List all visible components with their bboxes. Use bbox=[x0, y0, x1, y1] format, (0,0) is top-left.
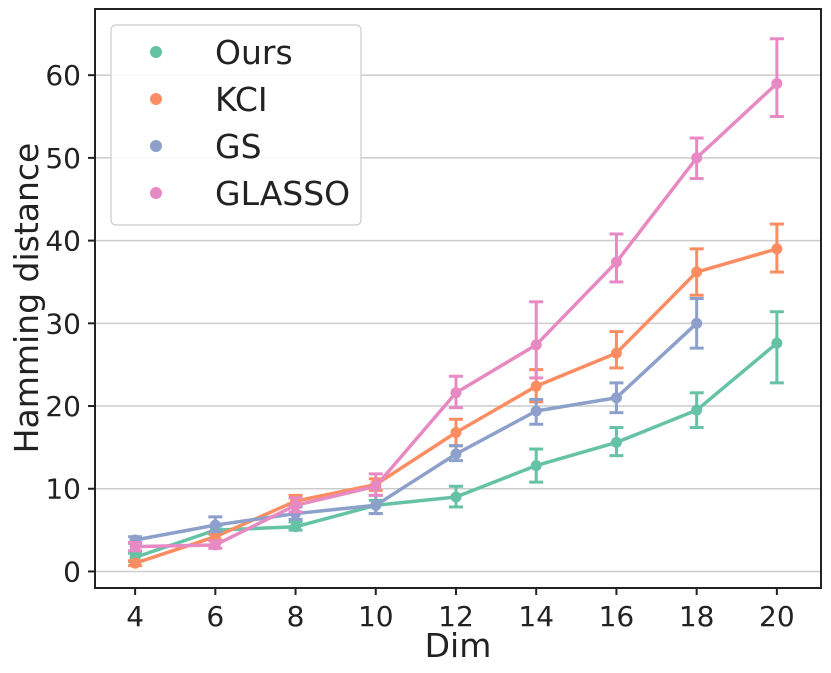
data-point-kci bbox=[771, 243, 783, 255]
data-point-glasso bbox=[209, 539, 221, 551]
ticks-layer: 0 10 20 30 40 50 60 4 6 8 10 12 14 16 18 20 bbox=[45, 59, 794, 633]
y-tick-label: 50 bbox=[45, 142, 81, 175]
data-point-gs bbox=[691, 317, 703, 329]
data-point-ours bbox=[290, 521, 302, 533]
data-point-glasso bbox=[771, 77, 783, 89]
legend-label-ours: Ours bbox=[215, 33, 293, 72]
x-tick-label: 12 bbox=[438, 600, 474, 633]
data-point-glasso bbox=[610, 256, 622, 268]
series-gs bbox=[128, 297, 704, 546]
data-point-kci bbox=[610, 347, 622, 359]
data-point-glasso bbox=[370, 480, 382, 492]
series-line-gs bbox=[133, 321, 699, 542]
x-tick-label: 14 bbox=[518, 600, 554, 633]
data-point-kci bbox=[691, 266, 703, 278]
y-axis-label: Hamming distance bbox=[7, 143, 46, 454]
y-tick-label: 40 bbox=[45, 225, 81, 258]
data-point-glasso bbox=[290, 499, 302, 511]
x-tick-label: 20 bbox=[759, 600, 795, 633]
data-point-ours bbox=[771, 337, 783, 349]
x-tick-label: 4 bbox=[126, 600, 144, 633]
x-tick-label: 18 bbox=[679, 600, 715, 633]
data-point-kci bbox=[530, 380, 542, 392]
y-tick-label: 20 bbox=[45, 390, 81, 423]
x-tick-label: 10 bbox=[358, 600, 394, 633]
data-point-ours bbox=[691, 404, 703, 416]
legend: Ours KCI GS GLASSO bbox=[110, 24, 362, 226]
y-tick-label: 0 bbox=[63, 555, 81, 588]
legend-marker-gs bbox=[150, 140, 162, 152]
x-tick-label: 6 bbox=[206, 600, 224, 633]
y-tick-label: 60 bbox=[45, 59, 81, 92]
data-point-ours bbox=[450, 491, 462, 503]
data-point-gs bbox=[530, 405, 542, 417]
x-axis-label: Dim bbox=[425, 626, 492, 665]
legend-label-glasso: GLASSO bbox=[215, 174, 350, 213]
x-tick-label: 8 bbox=[287, 600, 305, 633]
data-point-glasso bbox=[450, 387, 462, 399]
series-layer bbox=[128, 37, 784, 569]
plot-frame bbox=[94, 8, 822, 589]
data-point-glasso bbox=[129, 541, 141, 553]
x-tick-label: 16 bbox=[599, 600, 635, 633]
data-point-glasso bbox=[691, 152, 703, 164]
data-point-gs bbox=[610, 392, 622, 404]
y-tick-label: 10 bbox=[45, 473, 81, 506]
data-point-gs bbox=[450, 448, 462, 460]
legend-marker-kci bbox=[150, 93, 162, 105]
legend-frame bbox=[110, 24, 362, 226]
legend-marker-glasso bbox=[150, 187, 162, 199]
legend-marker-ours bbox=[150, 46, 162, 58]
series-glasso bbox=[128, 37, 784, 553]
legend-label-gs: GS bbox=[215, 127, 262, 166]
data-point-kci bbox=[129, 557, 141, 569]
y-tick-label: 30 bbox=[45, 307, 81, 340]
data-point-glasso bbox=[530, 339, 542, 351]
data-point-ours bbox=[530, 460, 542, 472]
legend-label-kci: KCI bbox=[215, 80, 268, 119]
data-point-gs bbox=[370, 499, 382, 511]
data-point-ours bbox=[610, 436, 622, 448]
data-point-gs bbox=[209, 519, 221, 531]
data-point-kci bbox=[450, 426, 462, 438]
